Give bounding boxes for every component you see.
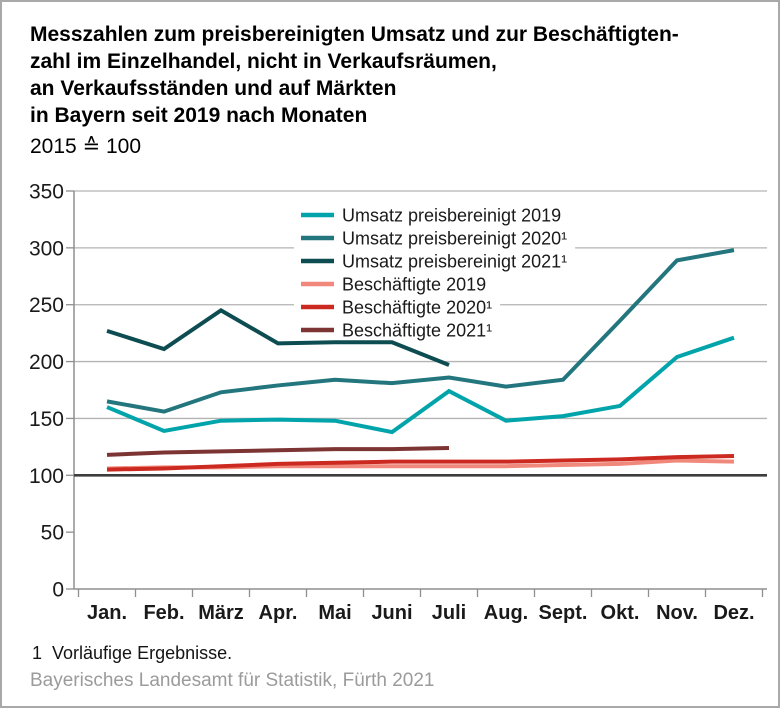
legend-label: Umsatz preisbereinigt 2020¹ [342, 229, 567, 249]
x-axis-label: Juli [432, 602, 466, 624]
series-line [106, 445, 450, 457]
x-axis-label: Nov. [656, 602, 698, 624]
legend-row-background [294, 272, 495, 296]
x-axis-label: Apr. [259, 602, 298, 624]
legend-label: Umsatz preisbereinigt 2019 [342, 206, 561, 226]
chart-title: Messzahlen zum preisbereinigten Umsatz u… [30, 23, 679, 127]
footnote: 1 Vorläufige Ergebnisse. [32, 643, 233, 663]
x-axis-label: März [198, 602, 244, 624]
source-credit: Bayerisches Landesamt für Statistik, Für… [30, 670, 435, 691]
y-axis-label: 200 [29, 351, 64, 374]
series-line [106, 248, 735, 414]
legend-row-background [294, 226, 576, 250]
x-axis-label: Mai [318, 602, 351, 624]
legend-row-background [294, 203, 570, 227]
y-axis-label: 100 [29, 465, 64, 488]
y-axis-label: 0 [52, 579, 64, 602]
y-axis-label: 300 [29, 237, 64, 260]
x-axis-label: Aug. [484, 602, 528, 624]
y-axis-label: 350 [29, 181, 64, 204]
chart-subtitle: 2015 ≙ 100 [30, 135, 142, 158]
series-line [106, 453, 735, 472]
series-line [106, 308, 450, 367]
y-axis-label: 250 [29, 294, 64, 317]
x-axis-label: Feb. [143, 602, 184, 624]
legend-row-background [294, 249, 576, 273]
x-axis-label: Jan. [87, 602, 127, 624]
x-axis-label: Dez. [713, 602, 754, 624]
x-axis-label: Okt. [601, 602, 640, 624]
x-axis-label: Juni [371, 602, 412, 624]
legend-row-background [294, 295, 501, 319]
legend-label: Beschäftigte 2020¹ [342, 298, 492, 318]
y-axis-label: 150 [29, 408, 64, 431]
legend-label: Umsatz preisbereinigt 2021¹ [342, 252, 567, 272]
legend-row-background [294, 318, 501, 342]
legend-label: Beschäftigte 2021¹ [342, 321, 492, 341]
y-axis-label: 50 [41, 522, 64, 545]
x-axis-label: Sept. [539, 602, 588, 624]
series-line [106, 335, 735, 435]
legend-label: Beschäftigte 2019 [342, 275, 486, 295]
